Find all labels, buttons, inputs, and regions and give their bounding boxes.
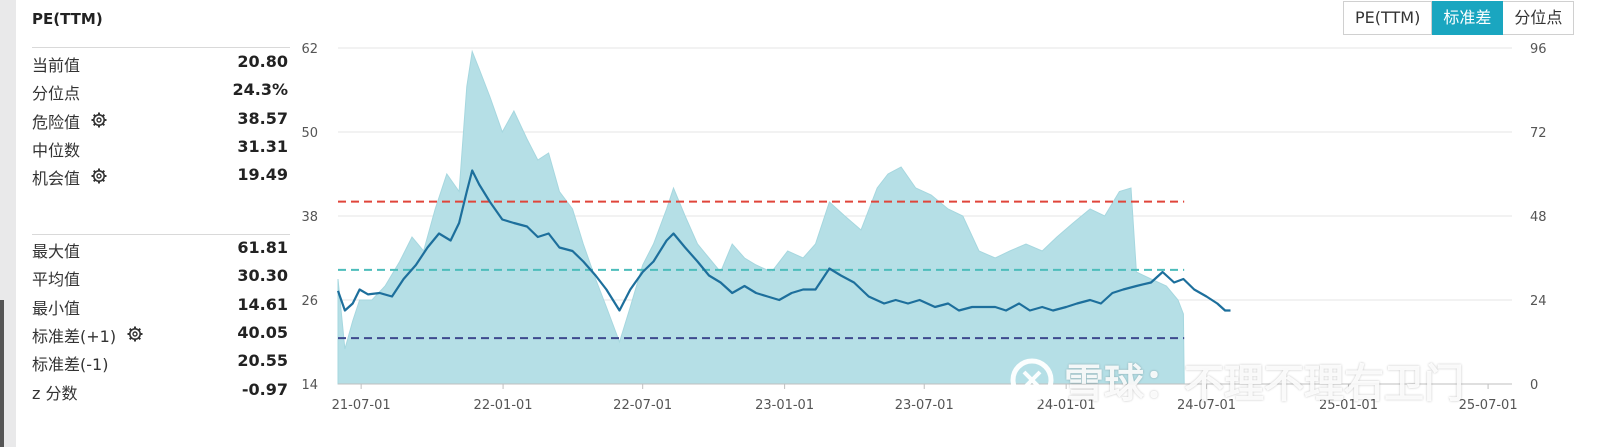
stat-label: 标准差(-1) xyxy=(32,355,109,375)
stat-label: 机会值 xyxy=(32,169,81,189)
stat-value: 31.31 xyxy=(237,136,288,156)
y-right-tick-label: 96 xyxy=(1530,42,1547,57)
x-tick-label: 24-07-01 xyxy=(1177,398,1236,413)
stat-row: 平均值 30.30 xyxy=(32,264,290,290)
stat-label: 最大值 xyxy=(32,242,81,261)
stat-row: z 分数 -0.97 xyxy=(32,378,290,404)
settings-gear-icon[interactable] xyxy=(126,325,144,343)
stat-row: 机会值 19.49 xyxy=(32,163,290,189)
x-tick-label: 25-01-01 xyxy=(1319,398,1378,413)
area-series xyxy=(337,49,1185,385)
y-right-tick-label: 24 xyxy=(1530,294,1547,309)
stat-label: 当前值 xyxy=(32,56,81,75)
stat-row: 最大值 61.81 xyxy=(32,236,290,262)
stat-value: 14.61 xyxy=(237,294,288,314)
left-window-edge-shadow xyxy=(0,300,4,447)
pe-line-series xyxy=(336,169,1231,312)
stat-value: 38.57 xyxy=(237,108,288,128)
y-left-tick-label: 38 xyxy=(301,210,318,225)
left-window-edge xyxy=(0,0,16,447)
y-left-tick-label: 62 xyxy=(301,42,318,57)
settings-gear-icon[interactable] xyxy=(90,167,108,185)
panel-title: PE(TTM) xyxy=(32,10,103,28)
stat-label: z 分数 xyxy=(32,383,78,403)
y-right-tick-label: 0 xyxy=(1530,378,1538,393)
snowball-logo-icon xyxy=(1010,358,1054,402)
stat-value: -0.97 xyxy=(241,379,288,399)
stat-row: 标准差(+1) 40.05 xyxy=(32,321,290,347)
x-tick-label: 22-01-01 xyxy=(474,398,533,413)
x-tick-label: 22-07-01 xyxy=(613,398,672,413)
group-divider xyxy=(32,234,290,235)
stat-value: 20.80 xyxy=(237,52,288,71)
stat-row: 分位点 24.3% xyxy=(32,78,290,104)
watermark-text: 雪球：不理不理右卫门 xyxy=(1064,361,1464,407)
toggle-button[interactable]: 分位点 xyxy=(1503,1,1575,35)
stat-row: 当前值 20.80 xyxy=(32,50,290,76)
stat-label: 中位数 xyxy=(32,140,81,160)
toggle-button[interactable]: PE(TTM) xyxy=(1343,1,1433,35)
x-tick-label: 25-07-01 xyxy=(1459,398,1518,413)
y-right-tick-label: 48 xyxy=(1530,210,1547,225)
stat-value: 19.49 xyxy=(237,165,288,185)
stat-label: 分位点 xyxy=(32,84,81,104)
y-left-tick-label: 50 xyxy=(301,126,318,141)
stat-row: 危险值 38.57 xyxy=(32,107,290,133)
y-right-tick-label: 72 xyxy=(1530,126,1547,141)
toggle-button[interactable]: 标准差 xyxy=(1432,1,1504,35)
group-divider xyxy=(32,47,290,48)
x-tick-label: 23-01-01 xyxy=(755,398,814,413)
watermark: 雪球：不理不理右卫门 xyxy=(1010,350,1464,410)
x-tick-label: 21-07-01 xyxy=(332,398,391,413)
stat-value: 24.3% xyxy=(232,80,288,100)
y-left-tick-label: 14 xyxy=(301,378,318,393)
stat-row: 最小值 14.61 xyxy=(32,293,290,319)
stat-row: 中位数 31.31 xyxy=(32,135,290,161)
metric-toggle: PE(TTM) 标准差 分位点 xyxy=(1343,1,1575,35)
stat-label: 标准差(+1) xyxy=(32,326,117,346)
stat-value: 40.05 xyxy=(237,322,288,342)
stat-row: 标准差(-1) 20.55 xyxy=(32,349,290,375)
x-tick-label: 23-07-01 xyxy=(895,398,954,413)
y-left-tick-label: 26 xyxy=(301,294,318,309)
settings-gear-icon[interactable] xyxy=(90,111,108,129)
stat-value: 30.30 xyxy=(237,266,288,286)
stat-label: 平均值 xyxy=(32,270,81,290)
stat-value: 61.81 xyxy=(237,238,288,257)
x-tick-label: 24-01-01 xyxy=(1037,398,1096,413)
stat-label: 最小值 xyxy=(32,298,81,318)
stat-value: 20.55 xyxy=(237,351,288,371)
stat-label: 危险值 xyxy=(32,112,81,132)
